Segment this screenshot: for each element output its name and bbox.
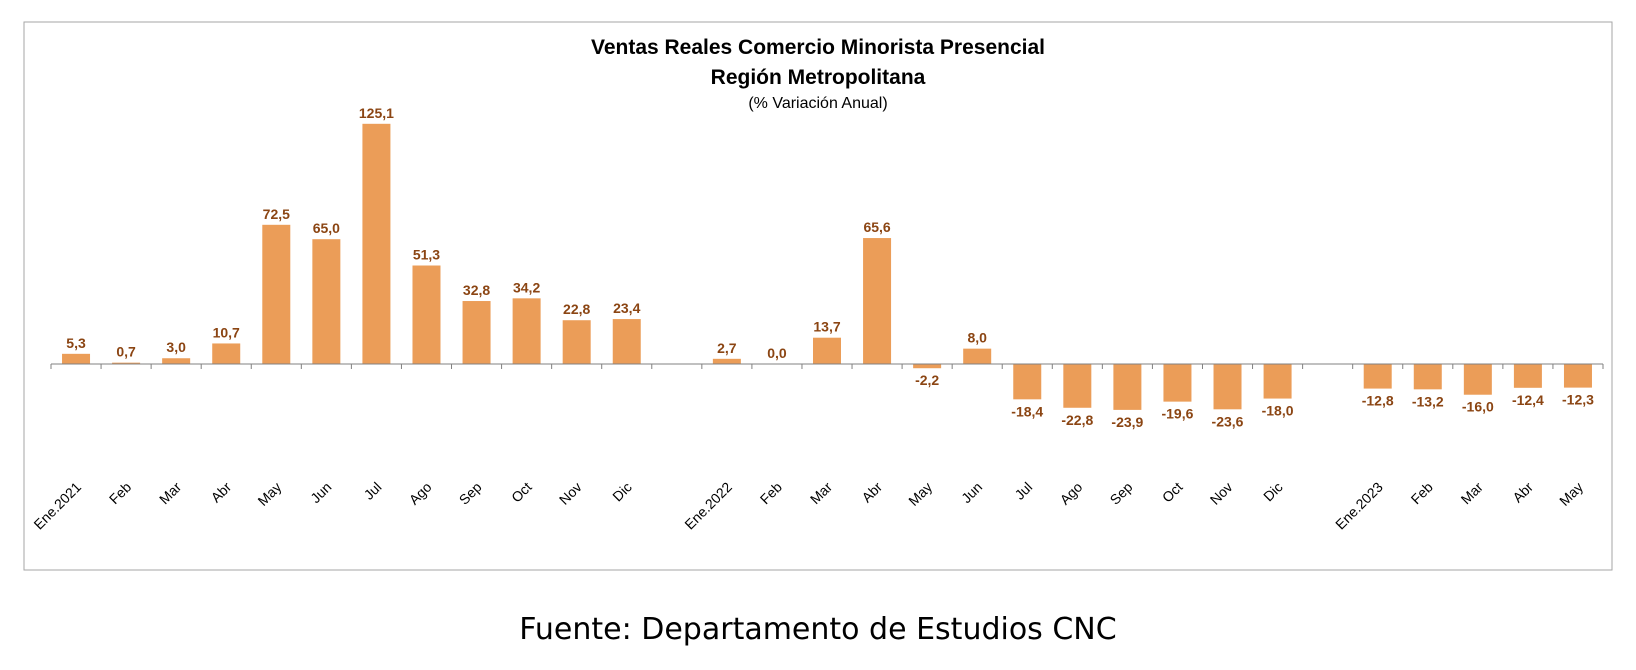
- bar: [1413, 364, 1442, 390]
- bar: [1563, 364, 1592, 388]
- data-label: 72,5: [263, 206, 290, 222]
- data-label: 23,4: [613, 300, 640, 316]
- data-label: 10,7: [213, 324, 240, 340]
- data-label: 0,7: [116, 344, 136, 360]
- data-label: -16,0: [1462, 399, 1494, 415]
- bar: [1163, 364, 1192, 402]
- data-label: 32,8: [463, 282, 490, 298]
- bar: [712, 358, 741, 364]
- data-label: 22,8: [563, 301, 590, 317]
- bar: [612, 319, 641, 364]
- bar: [412, 265, 441, 364]
- bar: [462, 301, 491, 364]
- data-label: 8,0: [967, 330, 987, 346]
- data-label: -2,2: [915, 372, 939, 388]
- bar: [1013, 364, 1042, 400]
- bar: [913, 364, 942, 369]
- data-label: 13,7: [813, 319, 840, 335]
- bar: [562, 320, 591, 364]
- bar: [362, 123, 391, 364]
- data-label: -23,6: [1212, 413, 1244, 429]
- bar: [262, 224, 291, 364]
- chart-subtitle: (% Variación Anual): [748, 95, 887, 112]
- bar: [863, 238, 892, 364]
- data-label: 2,7: [717, 340, 737, 356]
- bar: [1213, 364, 1242, 410]
- bar: [1063, 364, 1092, 408]
- tick-marks-layer: [50, 364, 1604, 369]
- data-label: -22,8: [1061, 412, 1093, 428]
- chart: Ventas Reales Comercio Minorista Presenc…: [23, 21, 1613, 571]
- bar: [963, 348, 992, 364]
- data-label: -19,6: [1161, 406, 1193, 422]
- data-label: 3,0: [166, 339, 186, 355]
- bar: [312, 239, 341, 364]
- data-label: 0,0: [767, 345, 787, 361]
- bar: [112, 362, 141, 364]
- data-label: 125,1: [359, 105, 394, 121]
- data-label: 65,0: [313, 220, 340, 236]
- data-label: -12,3: [1562, 392, 1594, 408]
- bar: [512, 298, 541, 364]
- bar: [813, 337, 841, 364]
- data-label: -12,8: [1362, 393, 1394, 409]
- bar: [1363, 364, 1392, 389]
- data-label: -23,9: [1111, 414, 1143, 430]
- source-note: Fuente: Departamento de Estudios CNC: [519, 612, 1117, 647]
- data-label: 5,3: [66, 335, 86, 351]
- bar: [1513, 364, 1542, 388]
- data-label: 34,2: [513, 279, 540, 295]
- data-label: -12,4: [1512, 392, 1544, 408]
- bar: [212, 343, 241, 364]
- chart-title: Ventas Reales Comercio Minorista Presenc…: [591, 36, 1045, 59]
- data-label: -18,0: [1262, 403, 1294, 419]
- data-label: -13,2: [1412, 393, 1444, 409]
- data-label: -18,4: [1011, 403, 1043, 419]
- chart-title-line2: Región Metropolitana: [711, 66, 926, 89]
- bar: [1113, 364, 1142, 410]
- bar: [62, 353, 91, 364]
- data-label: 51,3: [413, 247, 440, 263]
- bar: [1463, 364, 1492, 395]
- bar: [1263, 364, 1292, 399]
- data-label: 65,6: [863, 219, 890, 235]
- bar: [162, 358, 191, 364]
- bars-layer: [62, 123, 1592, 410]
